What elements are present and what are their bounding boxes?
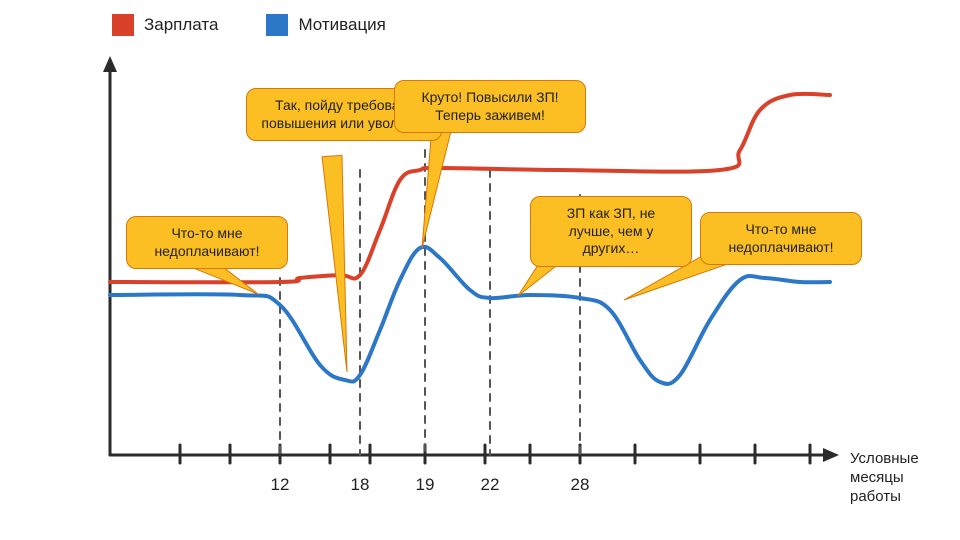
x-tick-label: 18 [351,475,370,495]
x-tick-label: 22 [481,475,500,495]
speech-callout: Что-то мне недоплачивают! [126,216,288,269]
speech-callout: Что-то мне недоплачивают! [700,212,862,265]
x-tick-label: 19 [416,475,435,495]
speech-callout: Круто! Повысили ЗП! Теперь заживем! [394,80,586,133]
speech-callout: ЗП как ЗП, не лучше, чем у других… [530,196,692,267]
x-tick-label: 12 [271,475,290,495]
x-tick-label: 28 [571,475,590,495]
x-axis-label: Условныемесяцыработы [850,450,919,506]
chart-stage: Зарплата Мотивация 1218192228 Условныеме… [0,0,960,540]
